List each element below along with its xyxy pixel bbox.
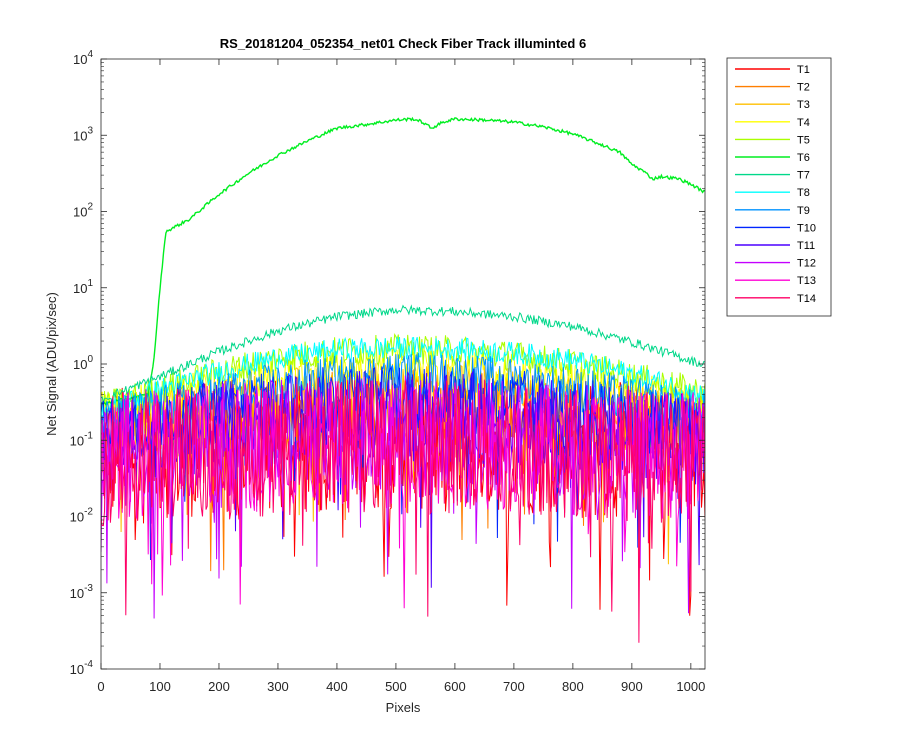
- legend-label-t6: T6: [797, 152, 810, 164]
- series-line-t14: [101, 377, 705, 643]
- legend-label-t9: T9: [797, 205, 810, 217]
- legend-box: [726, 57, 832, 317]
- x-tick-label: 600: [444, 679, 466, 694]
- x-tick-label: 300: [267, 679, 289, 694]
- legend-label-t5: T5: [797, 134, 810, 146]
- legend: T1 T2 T3 T4 T5 T6 T7 T8 T9 T10 T11 T12 T13 T14: [726, 57, 832, 317]
- legend-label-t2: T2: [797, 82, 810, 94]
- legend-label-t10: T10: [797, 222, 816, 234]
- legend-label-t11: T11: [797, 240, 815, 252]
- series-line-t6: [101, 116, 705, 406]
- legend-label-t13: T13: [797, 275, 816, 287]
- x-axis-label: Pixels: [386, 700, 421, 715]
- x-tick-label: 700: [503, 679, 525, 694]
- x-tick-label: 1000: [676, 679, 705, 694]
- series-line-t13: [101, 380, 705, 609]
- y-tick-label: 104: [73, 49, 93, 67]
- x-axis-ticks: 0 100 200 300 400 500 600 700 800 900 1000: [97, 59, 705, 694]
- y-tick-label: 10-2: [70, 507, 94, 525]
- y-tick-label: 103: [73, 125, 93, 143]
- x-tick-label: 400: [326, 679, 348, 694]
- y-axis-ticks: 10-4 10-3 10-2 10-1 100 101 102 103 104: [70, 49, 705, 677]
- y-axis-label: Net Signal (ADU/pix/sec): [44, 292, 59, 436]
- series-line-t7: [101, 304, 705, 404]
- x-tick-label: 0: [97, 679, 104, 694]
- y-tick-label: 10-1: [70, 430, 94, 448]
- y-tick-label: 100: [73, 354, 93, 372]
- y-tick-label: 10-4: [70, 659, 94, 677]
- legend-label-t7: T7: [797, 170, 810, 182]
- x-tick-label: 900: [621, 679, 643, 694]
- y-tick-label: 102: [73, 202, 93, 220]
- x-tick-label: 800: [562, 679, 584, 694]
- legend-label-t4: T4: [797, 117, 810, 129]
- legend-label-t3: T3: [797, 99, 810, 111]
- legend-label-t8: T8: [797, 187, 810, 199]
- x-tick-label: 500: [385, 679, 407, 694]
- y-tick-label: 101: [73, 278, 93, 296]
- legend-label-t1: T1: [797, 64, 810, 76]
- series-layer: [101, 116, 705, 643]
- x-tick-label: 200: [208, 679, 230, 694]
- y-tick-label: 10-3: [70, 583, 94, 601]
- chart-title: RS_20181204_052354_net01 Check Fiber Tra…: [220, 36, 586, 51]
- legend-label-t14: T14: [797, 293, 816, 305]
- series-line-t9: [101, 353, 705, 438]
- legend-label-t12: T12: [797, 258, 816, 270]
- x-tick-label: 100: [149, 679, 171, 694]
